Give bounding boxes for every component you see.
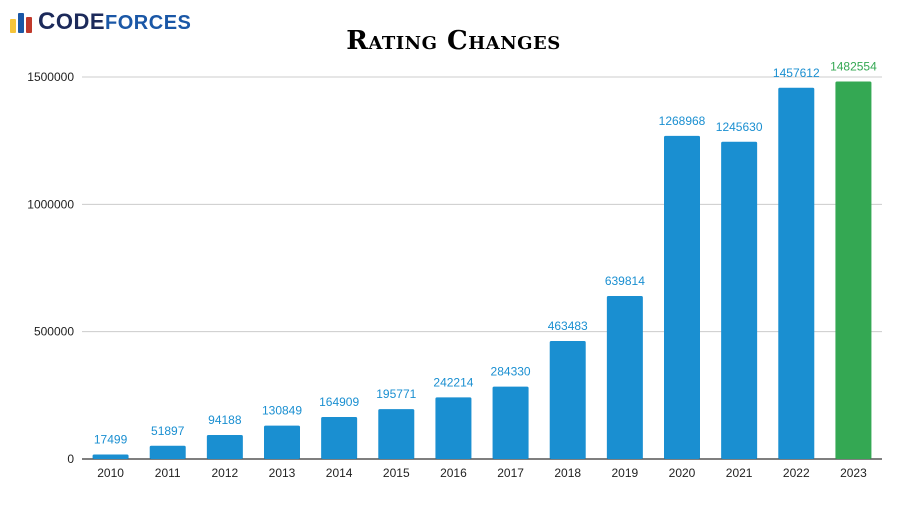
data-label: 1268968	[659, 114, 706, 128]
bar-2012	[206, 435, 243, 459]
bar-2022	[778, 87, 815, 460]
y-tick-label: 0	[67, 452, 74, 466]
bar-2010	[92, 454, 129, 459]
x-tick-label: 2023	[840, 466, 867, 480]
logo-bar-red	[26, 17, 32, 33]
x-tick-label: 2015	[383, 466, 410, 480]
data-label: 1245630	[716, 120, 763, 134]
bar-2018	[549, 340, 586, 459]
logo-bar-blue	[18, 13, 24, 33]
bar-2016	[435, 397, 472, 459]
bar-2013	[264, 425, 300, 459]
data-label: 130849	[262, 404, 302, 418]
chart-title: Rating Changes	[346, 26, 561, 56]
logo-first-letter: C	[38, 8, 56, 35]
bar-chart-logo-icon	[10, 11, 32, 33]
x-tick-label: 2020	[669, 466, 696, 480]
data-label: 94188	[208, 413, 242, 427]
data-label: 1482554	[830, 59, 877, 73]
data-label: 51897	[151, 424, 185, 438]
logo-text: CODEFORCES	[38, 10, 191, 34]
data-label: 164909	[319, 395, 359, 409]
x-tick-label: 2017	[497, 466, 524, 480]
bar-2021	[721, 141, 758, 460]
data-label: 284330	[491, 365, 531, 379]
y-tick-label: 500000	[34, 325, 74, 339]
data-label: 242214	[433, 375, 473, 389]
x-tick-label: 2022	[783, 466, 810, 480]
bar-2023	[835, 81, 872, 459]
x-tick-label: 2014	[326, 466, 353, 480]
x-tick-label: 2010	[97, 466, 124, 480]
x-tick-label: 2016	[440, 466, 467, 480]
bar-2011	[149, 445, 186, 459]
logo-text-main: ODE	[55, 9, 106, 34]
bar-2020	[664, 135, 700, 459]
data-label: 463483	[548, 319, 588, 333]
data-label: 1457612	[773, 66, 820, 80]
data-label: 17499	[94, 433, 128, 447]
x-tick-label: 2019	[612, 466, 639, 480]
codeforces-logo: CODEFORCES	[10, 9, 191, 35]
logo-bar-yellow	[10, 19, 16, 33]
x-tick-label: 2018	[554, 466, 581, 480]
bar-2015	[378, 409, 415, 459]
y-tick-label: 1500000	[27, 70, 74, 84]
bar-2014	[321, 417, 358, 459]
y-tick-label: 1000000	[27, 197, 74, 211]
x-tick-label: 2012	[212, 466, 239, 480]
data-label: 639814	[605, 274, 645, 288]
x-tick-label: 2011	[155, 466, 181, 480]
x-tick-label: 2013	[269, 466, 296, 480]
logo-text-accent: FORCES	[105, 12, 192, 34]
bar-2017	[492, 386, 529, 459]
x-tick-label: 2021	[726, 466, 753, 480]
bar-2019	[606, 296, 643, 459]
data-label: 195771	[376, 387, 416, 401]
